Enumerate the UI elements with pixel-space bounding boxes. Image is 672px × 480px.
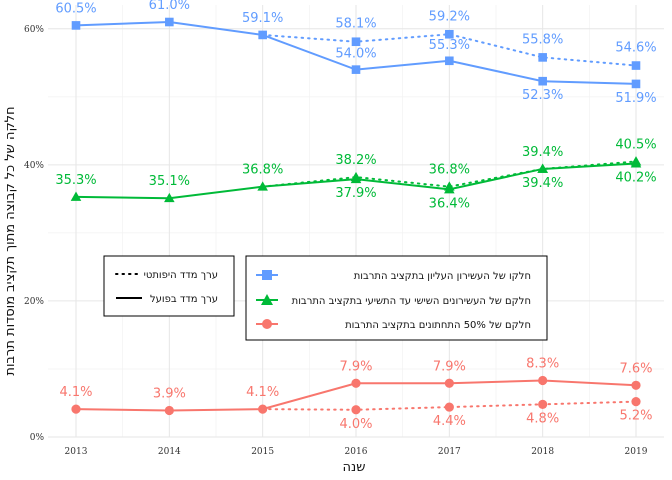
data-label-actual-top-decile: 60.5% bbox=[55, 1, 96, 16]
actual-marker-deciles-6-9 bbox=[444, 184, 455, 194]
data-label-actual-bottom-50: 3.9% bbox=[153, 386, 186, 401]
hypothetical-marker-bottom-50 bbox=[631, 397, 641, 407]
legend-key-circle-marker bbox=[262, 319, 272, 329]
x-tick-label: 2016 bbox=[345, 447, 368, 457]
data-label-actual-deciles-6-9: 37.9% bbox=[335, 186, 376, 201]
x-axis-title: שנה bbox=[343, 460, 366, 475]
actual-marker-bottom-50 bbox=[538, 375, 548, 386]
x-tick-label: 2013 bbox=[65, 447, 88, 457]
data-label-hypothetical-bottom-50: 4.0% bbox=[339, 417, 372, 432]
legend-label-hypothetical: ערך מדד היפותטי bbox=[144, 270, 218, 281]
actual-marker-top-decile bbox=[71, 21, 81, 30]
data-label-hypothetical-top-decile: 54.6% bbox=[615, 41, 656, 56]
y-tick-label: 40% bbox=[24, 161, 44, 171]
data-label-actual-deciles-6-9: 39.4% bbox=[522, 176, 563, 191]
actual-marker-top-decile bbox=[538, 76, 547, 86]
actual-marker-top-decile bbox=[258, 30, 267, 40]
y-tick-label: 0% bbox=[30, 433, 45, 443]
hypothetical-marker-bottom-50 bbox=[538, 399, 548, 409]
data-label-hypothetical-deciles-6-9: 36.8% bbox=[429, 163, 470, 178]
x-tick-label: 2017 bbox=[438, 447, 461, 457]
data-label-actual-top-decile: 61.0% bbox=[149, 0, 190, 13]
data-label-actual-deciles-6-9: 35.3% bbox=[55, 173, 96, 188]
actual-marker-bottom-50 bbox=[444, 378, 454, 388]
actual-marker-deciles-6-9 bbox=[257, 181, 268, 191]
data-label-actual-bottom-50: 7.9% bbox=[433, 359, 466, 374]
data-label-actual-top-decile: 54.0% bbox=[335, 47, 376, 62]
x-axis-ticks: 2013 2014 2015 2016 2017 2018 2019 bbox=[65, 447, 648, 457]
legend-label-actual: ערך מדד בפועל bbox=[150, 294, 218, 305]
y-tick-label: 20% bbox=[24, 297, 44, 307]
legend-label-bottom-50: חלקם של 50% התחתונים בתקציב התרבות bbox=[345, 320, 531, 331]
linetype-legend: ערך מדד היפותטי ערך מדד בפועל bbox=[103, 255, 235, 317]
legend-label-top-decile: חלקו של העשירון העליון בתקציב התרבות bbox=[354, 271, 531, 282]
data-label-hypothetical-deciles-6-9: 38.2% bbox=[335, 153, 376, 168]
actual-marker-top-decile bbox=[445, 56, 454, 66]
x-tick-label: 2018 bbox=[531, 447, 554, 457]
data-label-hypothetical-deciles-6-9: 40.5% bbox=[615, 137, 656, 152]
y-axis-title: חלקה של כל קבוצה מתוך תקציב מוסדות תרבות bbox=[3, 106, 18, 375]
hypothetical-marker-bottom-50 bbox=[444, 402, 454, 412]
data-label-actual-bottom-50: 7.9% bbox=[339, 359, 372, 374]
actual-marker-deciles-6-9 bbox=[350, 173, 362, 184]
legend-key-triangle-marker bbox=[261, 294, 273, 305]
data-label-hypothetical-deciles-6-9: 39.4% bbox=[522, 145, 563, 160]
series-legend-box bbox=[245, 255, 548, 341]
data-label-actual-bottom-50: 7.6% bbox=[619, 361, 652, 376]
data-label-actual-bottom-50: 4.1% bbox=[246, 385, 279, 400]
actual-marker-deciles-6-9 bbox=[70, 191, 82, 201]
data-label-actual-bottom-50: 8.3% bbox=[526, 357, 559, 372]
actual-marker-bottom-50 bbox=[631, 380, 641, 390]
series-markers bbox=[70, 17, 642, 416]
hypothetical-marker-top-decile bbox=[538, 53, 547, 62]
x-tick-label: 2019 bbox=[625, 447, 648, 457]
series-legend: חלקו של העשירון העליון בתקציב התרבות חלק… bbox=[245, 255, 548, 341]
legend-key-square-marker bbox=[262, 270, 272, 280]
x-tick-label: 2015 bbox=[251, 447, 274, 457]
y-axis-ticks: 0% 20% 40% 60% bbox=[24, 25, 44, 443]
data-label-hypothetical-top-decile: 58.1% bbox=[335, 17, 376, 32]
data-label-actual-top-decile: 52.3% bbox=[522, 88, 563, 103]
actual-marker-top-decile bbox=[165, 17, 174, 27]
hypothetical-marker-top-decile bbox=[631, 61, 641, 70]
hypothetical-line-bottom-50 bbox=[261, 400, 637, 411]
actual-marker-bottom-50 bbox=[71, 404, 81, 414]
data-label-actual-deciles-6-9: 36.4% bbox=[429, 196, 470, 211]
data-label-actual-deciles-6-9: 40.2% bbox=[615, 171, 656, 186]
data-label-hypothetical-bottom-50: 4.4% bbox=[433, 414, 466, 429]
data-label-hypothetical-top-decile: 59.2% bbox=[429, 9, 470, 24]
data-label-actual-top-decile: 55.3% bbox=[429, 38, 470, 53]
actual-marker-top-decile bbox=[631, 79, 641, 89]
data-label-actual-top-decile: 59.1% bbox=[242, 11, 283, 26]
actual-marker-bottom-50 bbox=[164, 405, 174, 416]
data-label-actual-bottom-50: 4.1% bbox=[59, 385, 92, 400]
data-label-actual-top-decile: 51.9% bbox=[615, 91, 656, 106]
legend-label-deciles-6-9: חלקם של העשירונים השישי עד התשיעי בתקציב… bbox=[292, 296, 531, 307]
actual-marker-bottom-50 bbox=[351, 378, 361, 388]
data-labels: 60.5% 61.0% 59.1% 54.0% 58.1% 55.3% 59.2% 52.3%… bbox=[55, 0, 656, 432]
actual-marker-deciles-6-9 bbox=[537, 163, 548, 173]
actual-marker-bottom-50 bbox=[258, 404, 268, 414]
data-label-hypothetical-top-decile: 55.8% bbox=[522, 32, 563, 47]
linetype-legend-box bbox=[103, 255, 235, 317]
data-label-actual-deciles-6-9: 35.1% bbox=[149, 174, 190, 189]
actual-marker-deciles-6-9 bbox=[630, 158, 642, 168]
hypothetical-marker-bottom-50 bbox=[351, 405, 361, 415]
actual-marker-top-decile bbox=[351, 65, 361, 74]
data-label-hypothetical-bottom-50: 5.2% bbox=[619, 409, 652, 424]
data-label-actual-deciles-6-9: 36.8% bbox=[242, 163, 283, 178]
hypothetical-marker-top-decile bbox=[351, 37, 361, 47]
y-tick-label: 60% bbox=[24, 25, 44, 35]
data-label-hypothetical-bottom-50: 4.8% bbox=[526, 411, 559, 426]
hypothetical-marker-top-decile bbox=[445, 29, 454, 39]
actual-marker-deciles-6-9 bbox=[164, 192, 175, 203]
x-tick-label: 2014 bbox=[158, 447, 181, 457]
